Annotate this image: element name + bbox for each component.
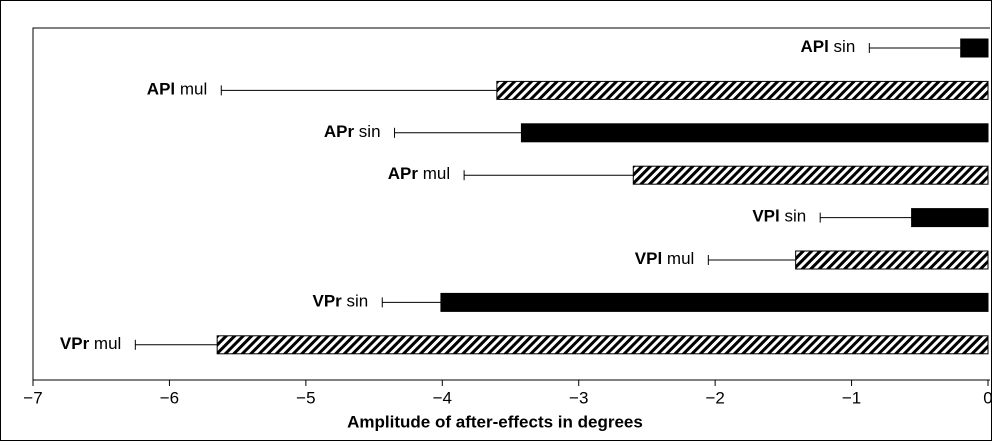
category-label: APr mul	[388, 165, 450, 184]
x-tick-label: −3	[569, 388, 588, 407]
plot-border	[32, 27, 990, 380]
x-tick-label: −7	[23, 388, 42, 407]
bar	[795, 250, 989, 270]
category-label: APr sin	[324, 122, 381, 141]
bar	[216, 335, 989, 355]
x-tick-label: −5	[296, 388, 315, 407]
x-tick-label: −6	[160, 388, 179, 407]
x-tick-label: 0	[983, 388, 992, 407]
bar	[960, 38, 989, 58]
x-tick-label: −2	[705, 388, 724, 407]
category-label: APl sin	[800, 37, 855, 56]
x-tick-label: −4	[433, 388, 452, 407]
category-label: VPl sin	[752, 207, 806, 226]
bar	[440, 292, 989, 312]
category-label: VPl mul	[635, 249, 695, 268]
category-label: VPr mul	[60, 334, 121, 353]
category-label: VPr sin	[312, 292, 368, 311]
category-label: APl mul	[147, 80, 207, 99]
x-tick-label: −1	[842, 388, 861, 407]
bar	[911, 208, 989, 228]
bar	[496, 80, 989, 100]
x-axis-label: Amplitude of after-effects in degrees	[347, 412, 643, 431]
bar	[520, 123, 989, 143]
bar	[632, 165, 989, 185]
